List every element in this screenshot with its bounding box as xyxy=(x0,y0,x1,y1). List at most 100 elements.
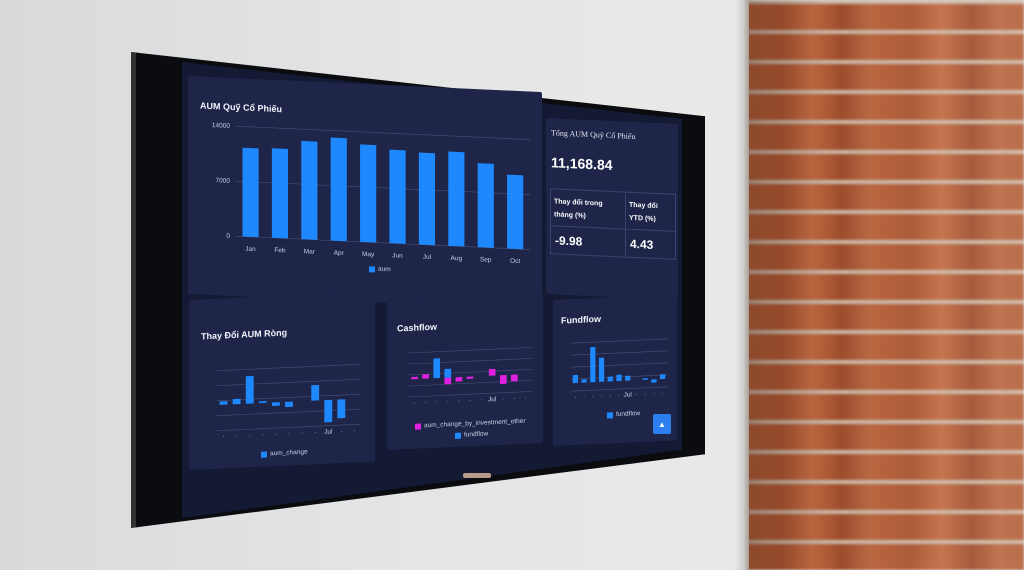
bar xyxy=(232,398,241,405)
net-change-bar-chart: · · · · · · · · · · ·Jul xyxy=(217,363,361,440)
bar xyxy=(499,374,507,385)
scroll-top-button[interactable]: ▲ xyxy=(653,414,671,434)
fundflow-panel: Fundflow · · · · · · · · · · · Jul fundflow xyxy=(553,294,677,446)
x-tick-mark: · xyxy=(353,427,355,434)
x-tick-label: Jul xyxy=(624,391,633,398)
bar xyxy=(616,374,622,382)
x-tick-label: Jan xyxy=(245,246,256,253)
x-tick-mark: · xyxy=(609,392,611,399)
fundflow-bar-chart: · · · · · · · · · · ·Jul xyxy=(571,338,667,401)
x-tick-mark: · xyxy=(524,395,526,402)
aum-chart-panel: AUM Quỹ Cổ Phiếu 0 7000 14000 Jan Feb Mar Apr M… xyxy=(188,76,542,311)
x-tick-mark: · xyxy=(436,399,438,406)
x-tick-mark: · xyxy=(327,429,329,436)
gridline xyxy=(409,358,531,365)
x-tick-mark: · xyxy=(413,400,415,407)
arrow-up-icon: ▲ xyxy=(658,419,666,429)
gridline xyxy=(236,125,530,140)
bar xyxy=(642,378,648,380)
x-tick-mark: · xyxy=(262,432,264,439)
aum-bar xyxy=(242,147,259,238)
x-tick-mark: · xyxy=(447,398,449,405)
x-tick-mark: · xyxy=(502,396,504,403)
x-tick-mark: · xyxy=(653,390,655,397)
x-tick-mark: · xyxy=(288,430,290,437)
wall-corner xyxy=(735,0,749,570)
bar xyxy=(311,384,320,401)
aum-bar xyxy=(330,137,347,242)
bar xyxy=(488,368,496,376)
cashflow-legend-2-label: fundflow xyxy=(464,430,489,439)
net-change-legend-label: aum_change xyxy=(270,448,308,458)
aum-bar xyxy=(301,140,318,240)
gridline xyxy=(409,347,531,354)
x-tick-label: Oct xyxy=(510,258,520,265)
bar xyxy=(590,346,596,383)
bar xyxy=(466,376,474,379)
bar xyxy=(433,358,441,379)
aum-bar xyxy=(418,152,436,246)
bar xyxy=(337,399,346,419)
aum-bar xyxy=(360,144,377,243)
x-tick-mark: · xyxy=(469,397,471,404)
aum-bar-chart: 0 7000 14000 Jan Feb Mar Apr May Jun Jul Aug Sep Oct xyxy=(212,122,530,265)
bar xyxy=(285,401,293,408)
x-tick-mark: · xyxy=(249,432,251,439)
fundflow-title: Fundflow xyxy=(561,313,601,326)
legend-swatch xyxy=(415,422,421,430)
bar xyxy=(607,376,613,382)
x-tick-mark: · xyxy=(491,396,493,403)
bar xyxy=(660,374,666,380)
bar xyxy=(511,374,518,382)
x-tick-label: Sep xyxy=(480,256,492,264)
x-tick-mark: · xyxy=(314,429,316,436)
bar xyxy=(219,401,228,405)
x-tick-label: Mar xyxy=(304,248,316,256)
legend-swatch xyxy=(369,265,375,272)
tv-power-led xyxy=(463,473,491,478)
bar xyxy=(258,401,267,404)
net-change-panel: Thay Đổi AUM Ròng · · · · · · · · · · · Jul aum_cha… xyxy=(189,291,375,470)
aum-bar xyxy=(448,151,465,247)
aum-chart-legend: aum xyxy=(369,265,391,273)
bar xyxy=(444,368,452,378)
cashflow-bar-chart: · · · · · · · · · · ·Jul xyxy=(409,347,531,407)
bar xyxy=(598,357,605,382)
bar xyxy=(581,379,587,383)
x-tick-mark: · xyxy=(644,391,646,398)
gridline xyxy=(217,423,361,432)
bar xyxy=(444,377,452,385)
kpi-panel: Tổng AUM Quỹ Cổ Phiếu 11,168.84 Thay đổi… xyxy=(546,118,678,300)
x-tick-mark: · xyxy=(574,394,576,401)
x-tick-label: Jul xyxy=(324,428,333,435)
x-tick-mark: · xyxy=(275,431,277,438)
cashflow-panel: Cashflow · · · · · · · · · · · Jul aum_change_by_in… xyxy=(387,292,543,450)
x-tick-mark: · xyxy=(600,393,602,400)
aum-bar xyxy=(271,148,289,239)
fundflow-legend-label: fundflow xyxy=(616,410,641,419)
aum-legend-label: aum xyxy=(378,265,391,274)
bar xyxy=(324,399,333,423)
gridline xyxy=(409,391,531,398)
fundflow-legend: fundflow xyxy=(607,410,640,419)
gridline xyxy=(409,380,531,387)
y-tick-label: 0 xyxy=(226,233,230,240)
x-tick-mark: · xyxy=(480,397,482,404)
aum-bar xyxy=(389,149,406,244)
bar xyxy=(271,402,280,406)
gridline xyxy=(217,408,361,417)
aum-bar xyxy=(477,163,494,248)
net-change-legend: aum_change xyxy=(261,449,308,458)
kpi-change-table: Thay đổi trong tháng (%) Thay đổi YTD (%… xyxy=(550,188,676,260)
y-tick-label: 14000 xyxy=(212,122,230,130)
x-tick-label: Feb xyxy=(274,247,286,255)
x-tick-mark: · xyxy=(662,390,664,397)
x-tick-label: Apr xyxy=(334,250,345,257)
x-tick-label: Jun xyxy=(392,252,403,259)
x-tick-label: Jul xyxy=(423,254,432,261)
kpi-title: Tổng AUM Quỹ Cổ Phiếu xyxy=(551,128,636,142)
gridline xyxy=(217,363,361,372)
month-change-label: Thay đổi trong tháng (%) xyxy=(554,198,603,220)
bar xyxy=(245,375,254,404)
legend-swatch xyxy=(261,450,267,458)
